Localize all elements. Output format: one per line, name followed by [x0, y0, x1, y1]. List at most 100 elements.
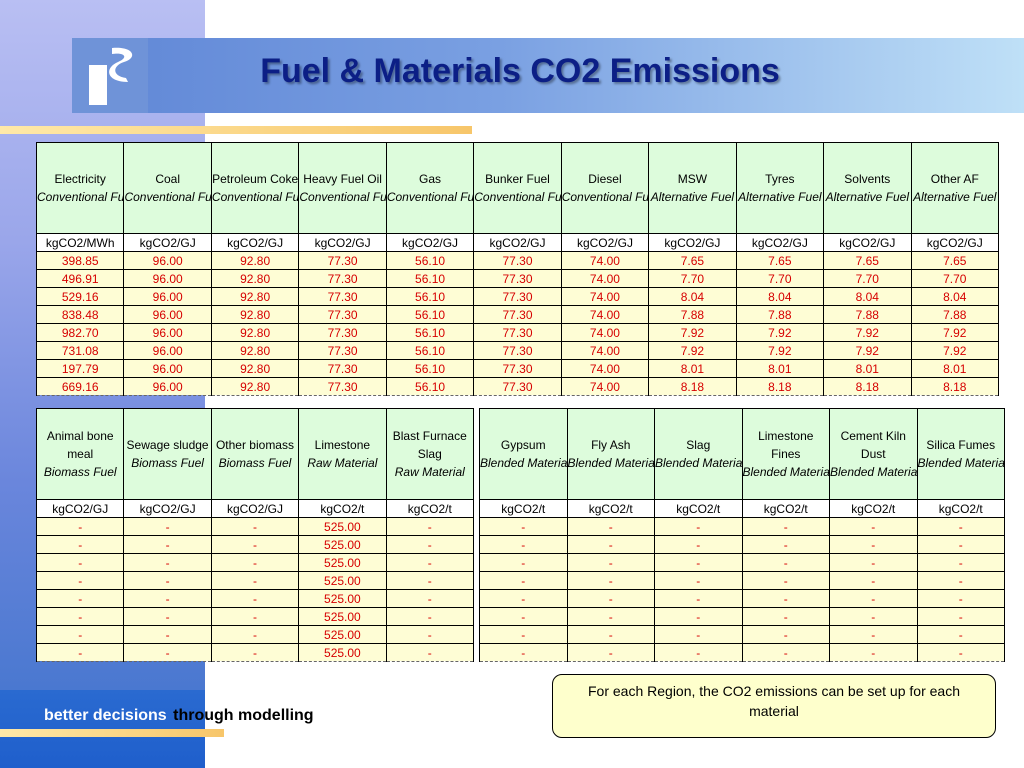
emission-value-cell[interactable]: - — [741, 535, 830, 554]
emission-value-cell[interactable]: - — [35, 553, 125, 572]
emission-value-cell[interactable]: - — [916, 643, 1005, 662]
emission-value-cell[interactable]: 92.80 — [210, 269, 300, 288]
emission-value-cell[interactable]: 982.70 — [35, 323, 125, 342]
emission-value-cell[interactable]: 77.30 — [298, 377, 387, 396]
emission-value-cell[interactable]: 77.30 — [298, 359, 387, 378]
emission-value-cell[interactable]: 96.00 — [123, 287, 212, 306]
emission-value-cell[interactable]: - — [210, 625, 300, 644]
emission-value-cell[interactable]: - — [385, 643, 475, 662]
emission-value-cell[interactable]: - — [210, 643, 300, 662]
emission-value-cell[interactable]: 7.92 — [735, 341, 825, 360]
emission-value-cell[interactable]: - — [566, 589, 655, 608]
emission-value-cell[interactable]: 525.00 — [298, 535, 387, 554]
emission-value-cell[interactable]: 77.30 — [298, 269, 387, 288]
emission-value-cell[interactable]: 669.16 — [35, 377, 125, 396]
emission-value-cell[interactable]: - — [35, 643, 125, 662]
emission-value-cell[interactable]: 8.01 — [910, 359, 1000, 378]
emission-value-cell[interactable]: 74.00 — [560, 341, 650, 360]
emission-value-cell[interactable]: 8.04 — [735, 287, 825, 306]
emission-value-cell[interactable]: - — [916, 589, 1005, 608]
emission-value-cell[interactable]: - — [123, 643, 212, 662]
emission-value-cell[interactable]: 8.04 — [910, 287, 1000, 306]
emission-value-cell[interactable]: - — [123, 553, 212, 572]
emission-value-cell[interactable]: - — [385, 553, 475, 572]
emission-value-cell[interactable]: - — [210, 535, 300, 554]
emission-value-cell[interactable]: 56.10 — [385, 269, 475, 288]
emission-value-cell[interactable]: - — [385, 571, 475, 590]
emission-value-cell[interactable]: - — [35, 571, 125, 590]
emission-value-cell[interactable]: 56.10 — [385, 287, 475, 306]
emission-value-cell[interactable]: 74.00 — [560, 323, 650, 342]
emission-value-cell[interactable]: 56.10 — [385, 323, 475, 342]
emission-value-cell[interactable]: - — [479, 553, 568, 572]
emission-value-cell[interactable]: - — [566, 553, 655, 572]
emission-value-cell[interactable]: - — [654, 535, 743, 554]
emission-value-cell[interactable]: 7.92 — [648, 323, 737, 342]
emission-value-cell[interactable]: - — [654, 607, 743, 626]
emission-value-cell[interactable]: - — [741, 607, 830, 626]
emission-value-cell[interactable]: - — [566, 571, 655, 590]
emission-value-cell[interactable]: 7.92 — [910, 341, 1000, 360]
emission-value-cell[interactable]: - — [35, 535, 125, 554]
emission-value-cell[interactable]: - — [566, 517, 655, 536]
emission-value-cell[interactable]: 77.30 — [473, 269, 562, 288]
emission-value-cell[interactable]: - — [123, 625, 212, 644]
emission-value-cell[interactable]: 77.30 — [298, 323, 387, 342]
emission-value-cell[interactable]: 74.00 — [560, 287, 650, 306]
emission-value-cell[interactable]: 8.18 — [648, 377, 737, 396]
emission-value-cell[interactable]: 96.00 — [123, 359, 212, 378]
emission-value-cell[interactable]: - — [741, 553, 830, 572]
emission-value-cell[interactable]: 56.10 — [385, 251, 475, 270]
emission-value-cell[interactable]: 7.88 — [910, 305, 1000, 324]
emission-value-cell[interactable]: 8.01 — [648, 359, 737, 378]
emission-value-cell[interactable]: - — [654, 553, 743, 572]
emission-value-cell[interactable]: - — [479, 517, 568, 536]
emission-value-cell[interactable]: - — [741, 625, 830, 644]
emission-value-cell[interactable]: - — [916, 625, 1005, 644]
emission-value-cell[interactable]: - — [123, 607, 212, 626]
emission-value-cell[interactable]: 7.65 — [648, 251, 737, 270]
emission-value-cell[interactable]: 8.01 — [823, 359, 912, 378]
emission-value-cell[interactable]: - — [123, 571, 212, 590]
emission-value-cell[interactable]: 525.00 — [298, 607, 387, 626]
emission-value-cell[interactable]: 525.00 — [298, 643, 387, 662]
emission-value-cell[interactable]: 7.70 — [910, 269, 1000, 288]
emission-value-cell[interactable]: 56.10 — [385, 359, 475, 378]
emission-value-cell[interactable]: - — [654, 517, 743, 536]
emission-value-cell[interactable]: - — [35, 589, 125, 608]
emission-value-cell[interactable]: - — [479, 535, 568, 554]
emission-value-cell[interactable]: - — [829, 643, 918, 662]
emission-value-cell[interactable]: 7.88 — [735, 305, 825, 324]
emission-value-cell[interactable]: - — [35, 625, 125, 644]
emission-value-cell[interactable]: 92.80 — [210, 305, 300, 324]
emission-value-cell[interactable]: 77.30 — [473, 251, 562, 270]
emission-value-cell[interactable]: - — [654, 589, 743, 608]
emission-value-cell[interactable]: - — [916, 571, 1005, 590]
emission-value-cell[interactable]: 7.65 — [735, 251, 825, 270]
emission-value-cell[interactable]: - — [916, 607, 1005, 626]
emission-value-cell[interactable]: - — [385, 535, 475, 554]
emission-value-cell[interactable]: 7.70 — [735, 269, 825, 288]
emission-value-cell[interactable]: - — [654, 643, 743, 662]
emission-value-cell[interactable]: 92.80 — [210, 323, 300, 342]
emission-value-cell[interactable]: 56.10 — [385, 341, 475, 360]
emission-value-cell[interactable]: 77.30 — [473, 341, 562, 360]
emission-value-cell[interactable]: - — [385, 625, 475, 644]
emission-value-cell[interactable]: - — [829, 535, 918, 554]
emission-value-cell[interactable]: 96.00 — [123, 251, 212, 270]
emission-value-cell[interactable]: 7.92 — [735, 323, 825, 342]
emission-value-cell[interactable]: 7.65 — [910, 251, 1000, 270]
emission-value-cell[interactable]: 7.92 — [648, 341, 737, 360]
emission-value-cell[interactable]: 731.08 — [35, 341, 125, 360]
emission-value-cell[interactable]: - — [385, 607, 475, 626]
emission-value-cell[interactable]: 398.85 — [35, 251, 125, 270]
emission-value-cell[interactable]: 8.04 — [648, 287, 737, 306]
emission-value-cell[interactable]: - — [566, 535, 655, 554]
emission-value-cell[interactable]: 56.10 — [385, 377, 475, 396]
emission-value-cell[interactable]: 56.10 — [385, 305, 475, 324]
emission-value-cell[interactable]: - — [479, 589, 568, 608]
emission-value-cell[interactable]: 74.00 — [560, 269, 650, 288]
emission-value-cell[interactable]: - — [123, 517, 212, 536]
emission-value-cell[interactable]: - — [829, 589, 918, 608]
emission-value-cell[interactable]: - — [479, 607, 568, 626]
